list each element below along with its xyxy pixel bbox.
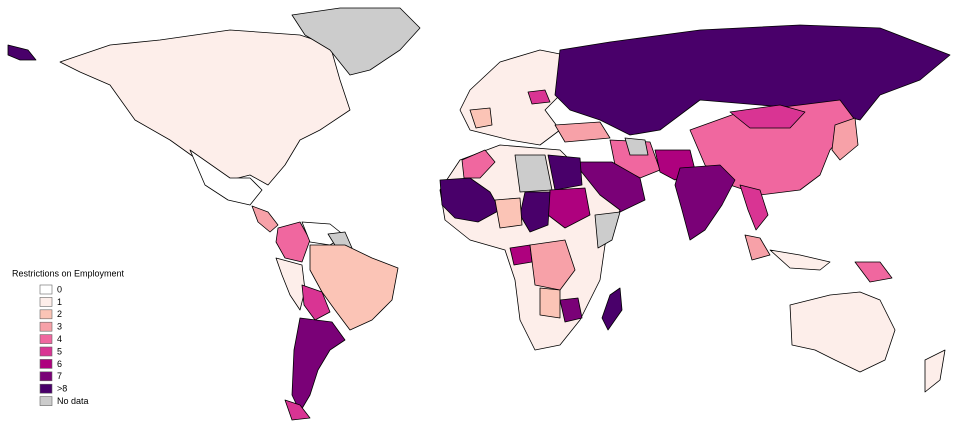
region: [275, 221, 311, 263]
region: [674, 164, 736, 241]
legend-label: No data: [57, 396, 89, 406]
legend-swatch: [39, 297, 53, 307]
legend: Restrictions on Employment 0 1 2 3 4 5 6 7 >8 No …: [12, 268, 125, 406]
legend-swatch: [39, 309, 53, 320]
region: [469, 107, 493, 129]
region: [514, 154, 553, 193]
region: [461, 149, 496, 179]
region: [309, 244, 399, 331]
region: [624, 137, 649, 156]
region: [494, 197, 523, 229]
region: [529, 239, 576, 291]
legend-label: 4: [57, 334, 62, 344]
region: [439, 177, 501, 223]
legend-title: Restrictions on Employment: [12, 268, 125, 278]
legend-swatch: [39, 334, 53, 344]
region: [189, 149, 263, 206]
legend-label: >8: [57, 384, 67, 394]
legend-swatch: [39, 321, 53, 332]
legend-swatch: [39, 396, 53, 406]
region: [601, 287, 623, 331]
legend-label: 2: [57, 309, 62, 319]
legend-label: 7: [57, 371, 62, 381]
region: [554, 121, 611, 143]
region: [251, 205, 279, 233]
region: [7, 44, 37, 61]
region: [275, 257, 306, 311]
region: [744, 234, 771, 261]
map-regions: [7, 7, 951, 421]
region: [59, 29, 351, 186]
region: [769, 249, 831, 271]
region: [291, 7, 421, 76]
region: [459, 49, 566, 146]
legend-label: 5: [57, 346, 62, 356]
region: [547, 154, 583, 191]
region: [854, 261, 893, 283]
legend-swatch: [39, 284, 53, 295]
region: [729, 104, 806, 129]
region: [739, 184, 769, 231]
legend-swatch: [39, 371, 53, 382]
region: [301, 284, 331, 321]
legend-swatch: [39, 346, 53, 357]
region: [789, 291, 896, 373]
legend-label: 1: [57, 297, 62, 307]
legend-label: 6: [57, 359, 62, 369]
region: [527, 89, 551, 105]
region: [509, 244, 533, 266]
region: [284, 399, 311, 421]
legend-label: 0: [57, 284, 62, 294]
region: [291, 317, 346, 413]
legend-swatch: [39, 383, 53, 394]
legend-swatch: [39, 359, 53, 369]
region: [594, 211, 621, 249]
region: [559, 297, 583, 323]
region: [831, 117, 859, 161]
region: [539, 287, 561, 319]
region: [924, 349, 946, 393]
legend-label: 3: [57, 322, 62, 332]
